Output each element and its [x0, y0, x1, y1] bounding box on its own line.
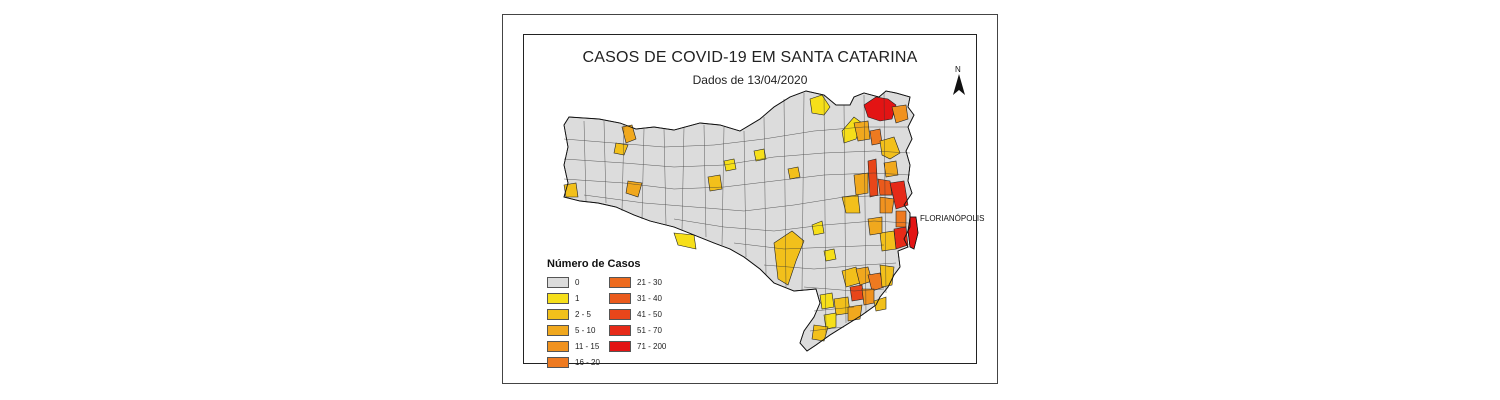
- municipality-patch: [893, 226, 909, 250]
- municipality-patch: [849, 284, 865, 302]
- municipality-patch: [625, 180, 643, 198]
- municipality-patch: [811, 220, 825, 236]
- municipality-patches: [563, 94, 919, 342]
- municipality-patch: [819, 292, 835, 310]
- legend-swatch: [547, 341, 569, 352]
- municipality-patch: [811, 324, 829, 342]
- municipality-patch: [753, 148, 767, 162]
- legend-swatch: [609, 325, 631, 336]
- legend-label: 71 - 200: [637, 342, 667, 351]
- municipality-patch: [707, 174, 723, 192]
- municipality-patch: [879, 196, 895, 214]
- legend-label: 31 - 40: [637, 294, 662, 303]
- municipality-patch: [787, 166, 801, 180]
- map-layout-frame: CASOS DE COVID-19 EM SANTA CATARINA Dado…: [523, 34, 984, 368]
- legend-swatch: [547, 277, 569, 288]
- legend-label: 1: [575, 294, 580, 303]
- municipality-patch: [823, 312, 837, 330]
- legend-title: Número de Casos: [547, 258, 641, 270]
- legend-label: 16 - 20: [575, 358, 600, 367]
- florianopolis-label: FLORIANÓPOLIS: [920, 214, 985, 223]
- legend-swatch: [609, 309, 631, 320]
- north-arrow-icon: N: [952, 65, 966, 99]
- municipality-patch: [823, 248, 837, 262]
- municipality-patch: [873, 296, 887, 312]
- municipality-patch: [895, 210, 907, 228]
- municipality-patch: [867, 216, 883, 236]
- legend-label: 2 - 5: [575, 310, 592, 319]
- municipality-patch: [861, 288, 875, 306]
- municipality-patch: [841, 194, 861, 214]
- municipality-patch: [621, 124, 637, 144]
- municipality-patch: [891, 104, 909, 124]
- santa-catarina-map: [563, 90, 919, 352]
- legend-swatch: [609, 277, 631, 288]
- legend-label: 51 - 70: [637, 326, 662, 335]
- legend-label: 21 - 30: [637, 278, 662, 287]
- municipality-boundaries: [563, 92, 911, 336]
- municipality-patch: [723, 158, 737, 172]
- map-title: CASOS DE COVID-19 EM SANTA CATARINA: [582, 49, 918, 66]
- legend-swatch: [547, 309, 569, 320]
- legend-label: 0: [575, 278, 580, 287]
- legend-swatch: [547, 357, 569, 368]
- municipality-patch: [833, 296, 851, 316]
- legend-swatch: [609, 341, 631, 352]
- legend-label: 5 - 10: [575, 326, 596, 335]
- map-outer-frame: CASOS DE COVID-19 EM SANTA CATARINA Dado…: [502, 14, 998, 384]
- municipality-patch: [867, 158, 879, 198]
- municipality-patch: [853, 172, 869, 196]
- municipality-patch: [867, 272, 885, 292]
- municipality-patch: [879, 230, 897, 252]
- legend-swatch: [609, 293, 631, 304]
- map-subtitle: Dados de 13/04/2020: [692, 73, 808, 87]
- legend-label: 11 - 15: [575, 342, 600, 351]
- municipality-patch: [773, 230, 805, 286]
- legend-swatch: [547, 325, 569, 336]
- north-label: N: [955, 65, 961, 74]
- legend: 0 1 2 - 5 5 - 10 11 - 15 16 - 20 21 - 30 31 - 4…: [547, 277, 747, 377]
- municipality-patch: [853, 120, 871, 142]
- municipality-patch: [673, 232, 697, 250]
- municipality-patch: [879, 264, 895, 288]
- municipality-patch: [613, 142, 629, 156]
- municipality-patch: [883, 160, 899, 178]
- municipality-patch: [879, 136, 901, 160]
- legend-label: 41 - 50: [637, 310, 662, 319]
- municipality-patch: [809, 94, 831, 116]
- legend-swatch: [547, 293, 569, 304]
